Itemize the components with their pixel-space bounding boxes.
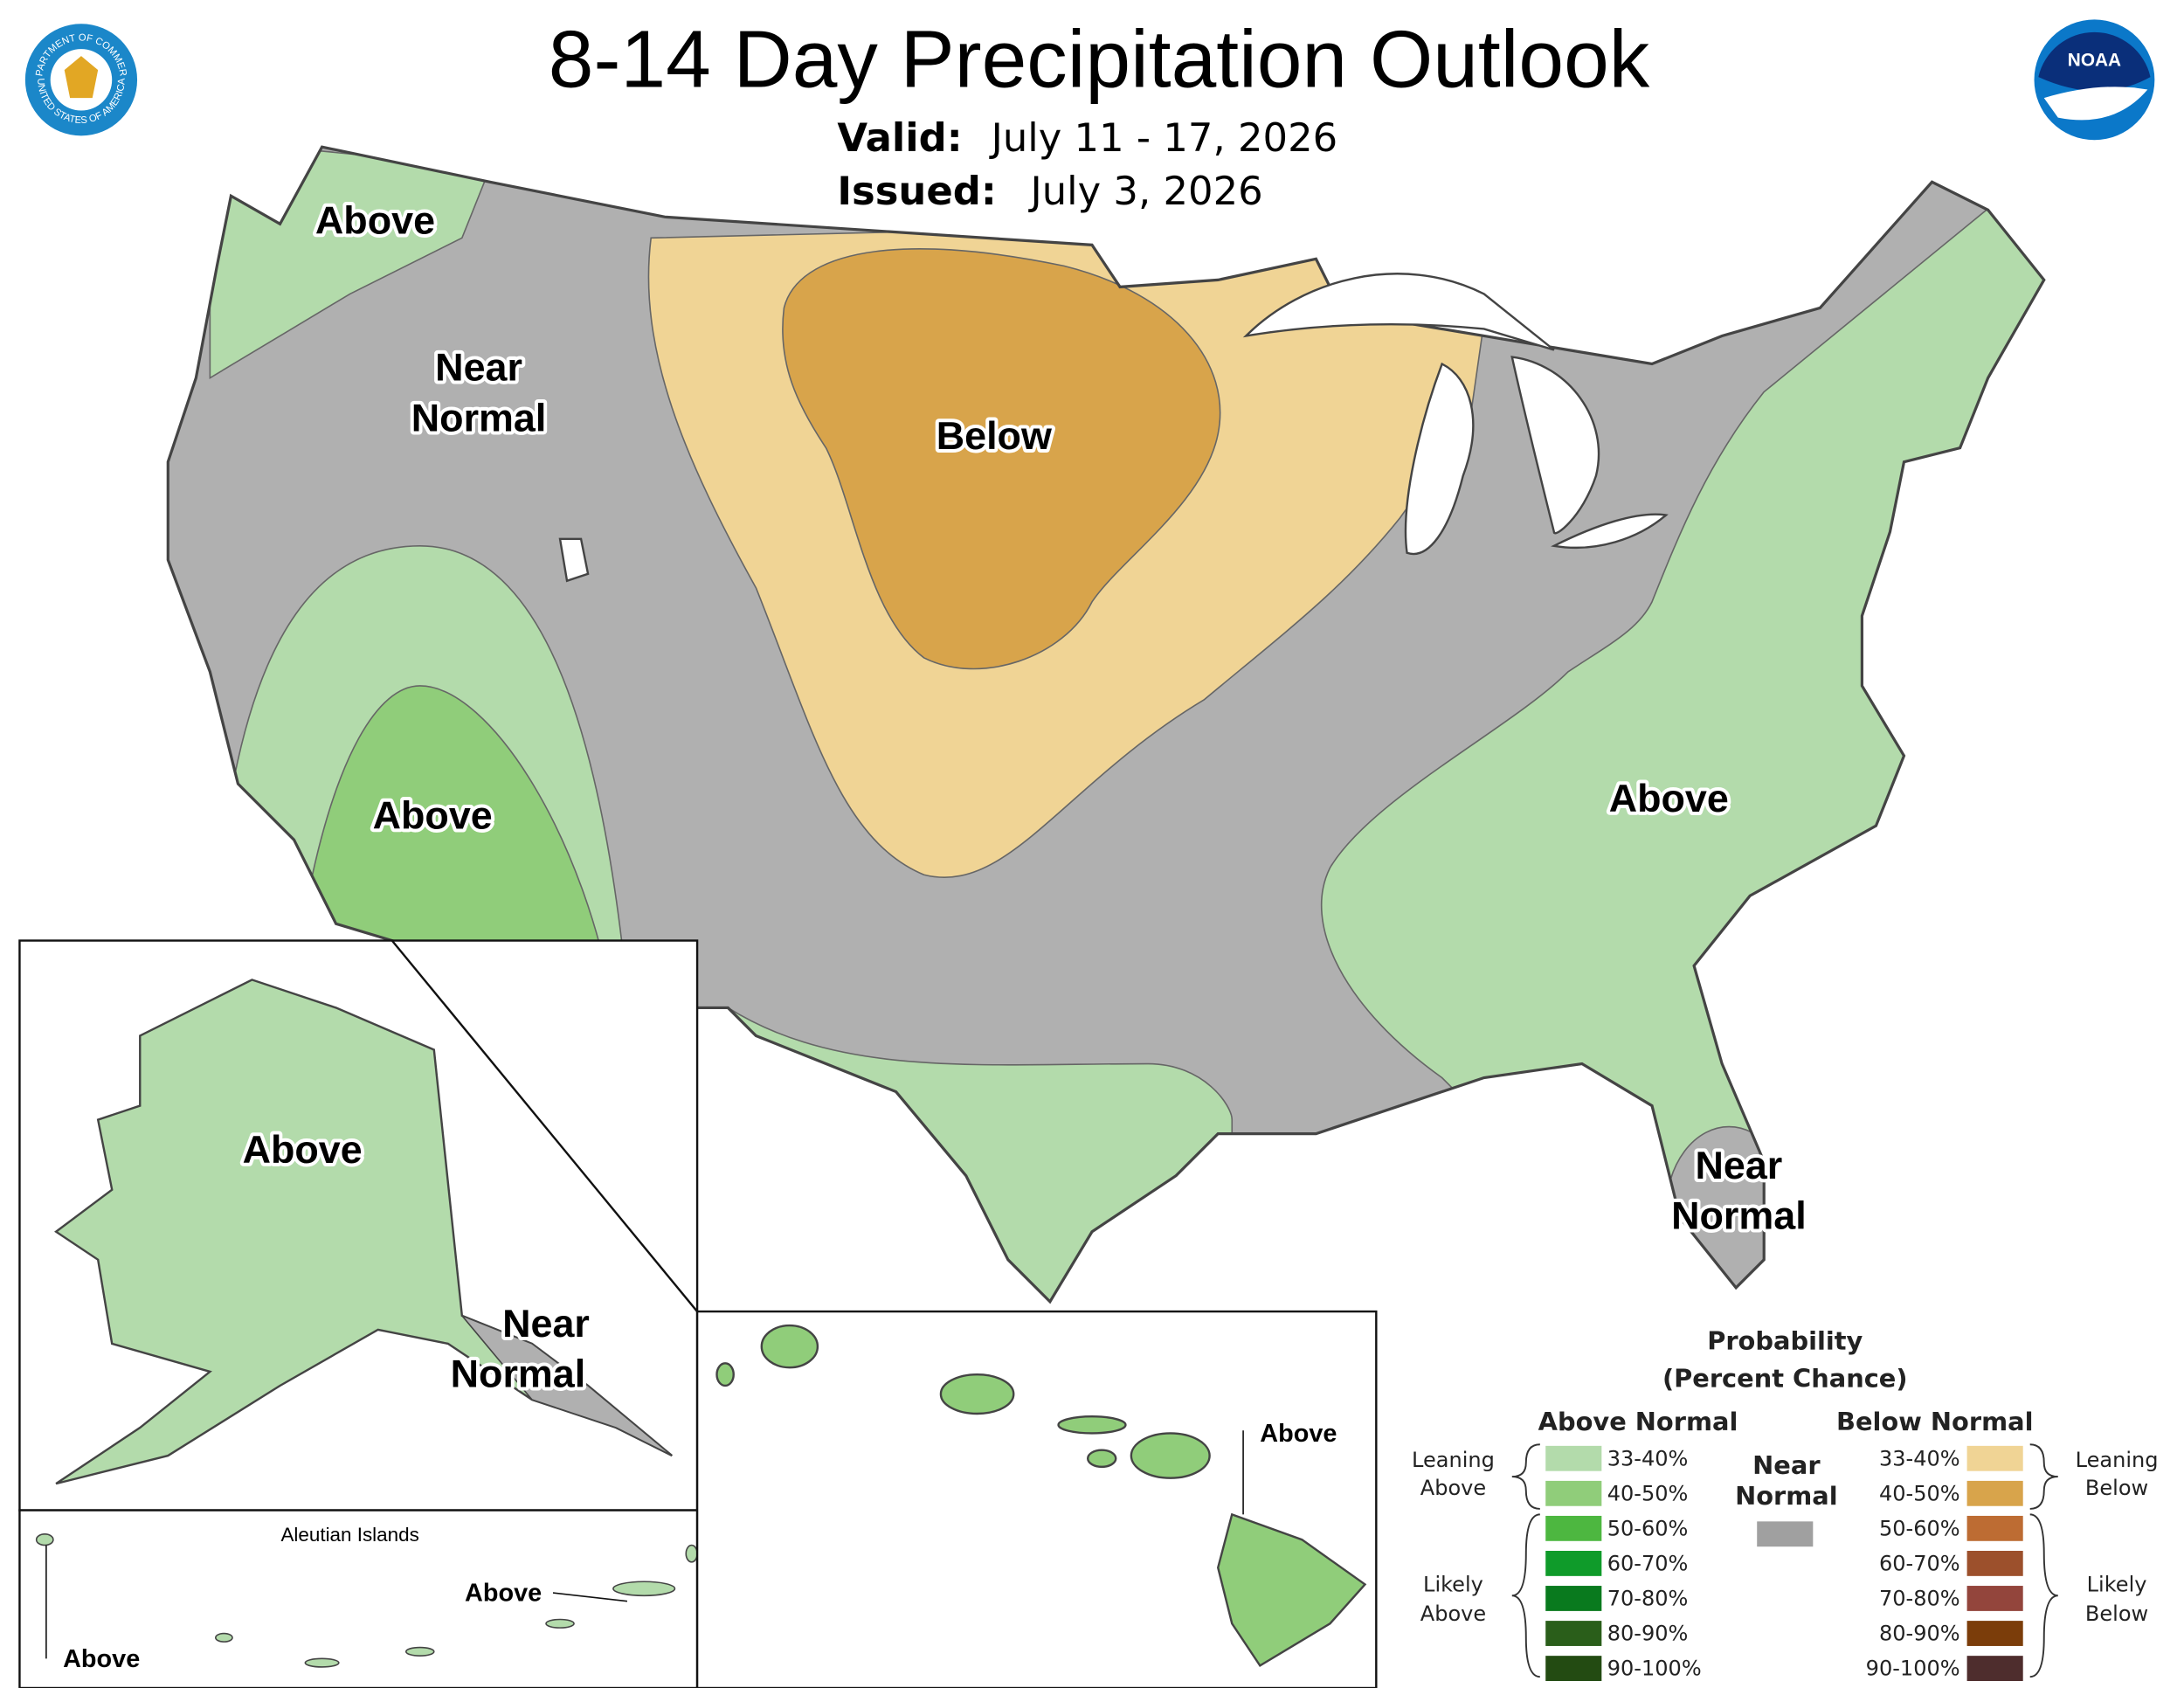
legend-bracket-label: Below	[2085, 1602, 2148, 1626]
valid-label: Valid:	[837, 114, 962, 161]
legend-bracket-label: Leaning	[1412, 1448, 1495, 1472]
great-lakes	[558, 273, 1669, 583]
map-label: Above	[1609, 776, 1729, 820]
legend-swatch	[1966, 1480, 2023, 1506]
map-label: Above	[373, 792, 493, 837]
legend-label: 80-90%	[1879, 1622, 1960, 1646]
inset-title: Aleutian Islands	[280, 1524, 418, 1546]
map-label: Above	[1260, 1420, 1337, 1448]
map-label: Near	[435, 345, 522, 390]
map-label: Above	[315, 198, 435, 243]
alaska-near-normal-region	[461, 1315, 673, 1456]
inset-connector	[390, 939, 699, 1312]
legend-label: 60-70%	[1879, 1551, 1960, 1575]
map-label: Above	[465, 1580, 542, 1608]
map-label: Normal	[451, 1352, 586, 1396]
legend-title: Probability	[1707, 1325, 1863, 1355]
legend-swatch	[1966, 1515, 2023, 1541]
us-outline	[166, 145, 2046, 1304]
legend-swatch	[1966, 1656, 2023, 1681]
legend-swatch	[1545, 1656, 1602, 1681]
issued-date: July 3, 2026	[1027, 168, 1262, 214]
aleutian-islands	[35, 1532, 698, 1668]
legend-bracket-label: Above	[1420, 1476, 1486, 1500]
noaa-text: NOAA	[2068, 50, 2121, 70]
map-label: Above	[243, 1127, 363, 1172]
legend-label: 33-40%	[1607, 1446, 1689, 1470]
below-region	[782, 248, 1221, 670]
legend-bracket-label: Leaning	[2076, 1448, 2159, 1472]
legend-title: (Percent Chance)	[1662, 1364, 1908, 1394]
legend-swatch	[1757, 1521, 1814, 1547]
map-label: Near	[502, 1301, 590, 1346]
legend-label: 60-70%	[1607, 1551, 1689, 1575]
map-label: Near	[1695, 1143, 1782, 1187]
legend-label: 33-40%	[1879, 1446, 1960, 1470]
legend-label: 40-50%	[1879, 1481, 1960, 1505]
map-label: Below	[936, 413, 1052, 458]
legend-header: Above Normal	[1538, 1407, 1738, 1436]
legend-swatch	[1545, 1515, 1602, 1541]
legend-label: 80-90%	[1607, 1622, 1689, 1646]
legend: Probability (Percent Chance) Above Norma…	[1412, 1325, 2158, 1681]
map-label: Above	[63, 1645, 140, 1673]
legend-label: 90-100%	[1607, 1657, 1702, 1681]
legend-bracket-label: Above	[1420, 1602, 1486, 1626]
legend-swatch	[1966, 1551, 2023, 1576]
legend-bracket-label: Below	[2085, 1476, 2148, 1500]
map-label: Normal	[1671, 1193, 1807, 1238]
legend-swatch	[1545, 1445, 1602, 1471]
legend-brackets	[1511, 1443, 2058, 1678]
issued-label: Issued:	[837, 168, 997, 214]
legend-swatch	[1545, 1621, 1602, 1646]
legend-swatch	[1545, 1480, 1602, 1506]
legend-label: 50-60%	[1607, 1516, 1689, 1540]
legend-near: Near	[1752, 1450, 1821, 1480]
legend-label: 70-80%	[1607, 1586, 1689, 1610]
legend-label: 40-50%	[1607, 1481, 1689, 1505]
valid-dates: July 11 - 17, 2026	[989, 114, 1338, 161]
legend-bracket-label: Likely	[2087, 1572, 2147, 1596]
legend-swatch	[1966, 1445, 2023, 1471]
legend-label: 70-80%	[1879, 1586, 1960, 1610]
legend-swatch	[1545, 1586, 1602, 1611]
legend-near: Normal	[1735, 1481, 1838, 1511]
hawaii-islands	[715, 1324, 1367, 1667]
legend-swatch	[1966, 1586, 2023, 1611]
noaa-logo: NOAA	[2034, 19, 2155, 141]
legend-label: 50-60%	[1879, 1516, 1960, 1540]
legend-swatch	[1545, 1551, 1602, 1576]
aleutian-inset	[18, 1509, 699, 1688]
map-label: Normal	[411, 395, 547, 439]
legend-bracket-label: Likely	[1423, 1572, 1483, 1596]
legend-swatch	[1966, 1621, 2023, 1646]
legend-label: 90-100%	[1866, 1657, 1960, 1681]
legend-header: Below Normal	[1836, 1407, 2033, 1436]
pointer-line	[552, 1592, 628, 1602]
title: 8-14 Day Precipitation Outlook	[549, 13, 1650, 104]
commerce-seal: DEPARTMENT OF COMMERCE UNITED STATES OF …	[0, 0, 138, 136]
